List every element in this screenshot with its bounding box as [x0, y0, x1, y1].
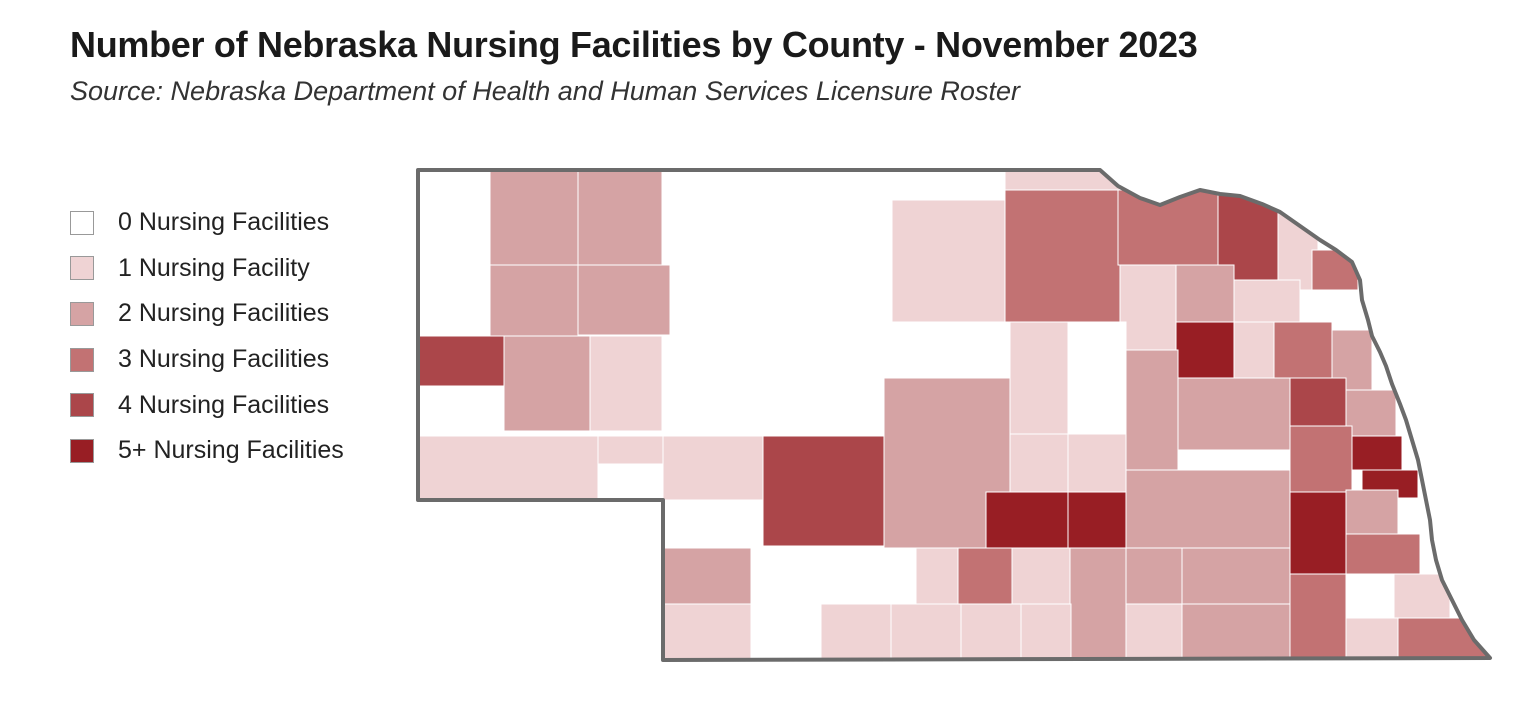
legend-label-0: 0 Nursing Facilities	[118, 208, 330, 237]
county-55	[1011, 547, 1071, 605]
legend-swatch-0	[70, 210, 94, 235]
legend-swatch-4	[70, 393, 94, 418]
chart-title: Number of Nebraska Nursing Facilities by…	[70, 24, 1198, 65]
legend-swatch-3	[70, 347, 94, 372]
legend-swatch-5	[70, 438, 94, 463]
legend-item-0: 0 Nursing Facilities	[70, 200, 344, 246]
legend-item-5: 5+ Nursing Facilities	[70, 428, 344, 474]
county-45	[985, 491, 1069, 551]
county-4	[889, 170, 1006, 206]
legend-label-1: 1 Nursing Facility	[118, 253, 310, 282]
county-29	[1351, 435, 1403, 471]
county-14	[1004, 189, 1124, 323]
county-33	[418, 435, 599, 501]
county-67	[1020, 603, 1072, 660]
legend-item-4: 4 Nursing Facilities	[70, 382, 344, 428]
county-22	[1233, 279, 1301, 323]
legend-label-5: 5+ Nursing Facilities	[118, 436, 344, 465]
legend-item-2: 2 Nursing Facilities	[70, 291, 344, 337]
county-36	[662, 435, 764, 501]
county-49	[1345, 489, 1399, 535]
county-62	[662, 603, 752, 660]
county-41	[1067, 433, 1127, 493]
county-34	[597, 435, 664, 465]
county-54	[957, 547, 1013, 605]
county-0	[418, 170, 491, 339]
legend-item-3: 3 Nursing Facilities	[70, 337, 344, 383]
county-51	[662, 547, 752, 605]
county-18	[1311, 249, 1359, 291]
county-40	[1009, 433, 1069, 493]
county-27	[1289, 377, 1347, 427]
county-38	[762, 435, 886, 547]
county-57	[1125, 547, 1183, 605]
county-32	[1067, 321, 1127, 435]
legend-swatch-2	[70, 301, 94, 326]
legend-label-4: 4 Nursing Facilities	[118, 390, 330, 419]
county-6	[489, 264, 583, 338]
county-59	[1289, 573, 1347, 660]
county-68	[1125, 603, 1183, 660]
county-21	[1175, 264, 1235, 326]
county-28	[1345, 389, 1397, 439]
county-31	[1009, 321, 1069, 435]
county-11	[589, 335, 664, 432]
county-53	[915, 547, 959, 605]
legend: 0 Nursing Facilities 1 Nursing Facility …	[70, 200, 344, 474]
county-58	[1181, 547, 1291, 605]
county-44	[1289, 425, 1353, 493]
county-12	[661, 335, 893, 437]
county-35	[597, 463, 664, 501]
legend-label-3: 3 Nursing Facilities	[118, 345, 330, 374]
county-8	[418, 335, 505, 387]
county-48	[1289, 491, 1347, 575]
county-3	[661, 170, 893, 341]
county-1	[489, 170, 579, 266]
county-13	[891, 199, 1008, 323]
county-layer	[418, 170, 1490, 660]
legend-label-2: 2 Nursing Facilities	[118, 299, 330, 328]
county-52	[750, 547, 917, 605]
county-23	[1175, 321, 1235, 379]
legend-item-1: 1 Nursing Facility	[70, 246, 344, 292]
county-69	[1181, 603, 1291, 660]
county-63	[750, 603, 822, 660]
county-47	[1125, 469, 1291, 549]
county-2	[577, 170, 663, 266]
county-46	[1067, 491, 1127, 551]
county-65	[890, 603, 962, 660]
chart-subtitle: Source: Nebraska Department of Health an…	[70, 76, 1020, 106]
county-50	[1345, 533, 1421, 575]
legend-swatch-1	[70, 256, 94, 281]
county-60	[1345, 573, 1395, 619]
county-42	[1125, 349, 1179, 471]
county-66	[960, 603, 1022, 660]
county-7	[577, 264, 671, 336]
county-56	[1069, 547, 1127, 660]
county-70	[1345, 617, 1399, 660]
county-43	[1177, 377, 1291, 451]
county-9	[418, 385, 505, 437]
county-71	[1397, 617, 1490, 660]
county-64	[820, 603, 892, 660]
county-10	[503, 335, 591, 432]
county-25	[1273, 321, 1333, 379]
county-37	[662, 499, 764, 549]
county-20	[1119, 264, 1177, 351]
